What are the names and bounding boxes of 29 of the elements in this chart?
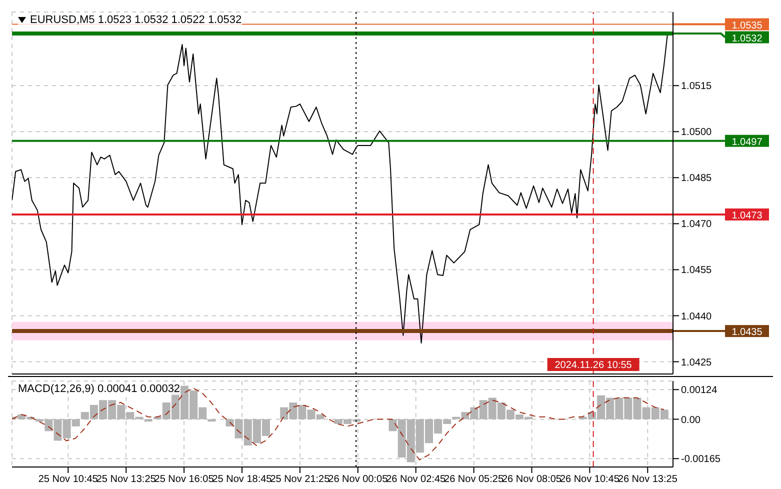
- x-tick-label: 25 Nov 13:25: [96, 474, 156, 486]
- x-tick-label: 26 Nov 05:25: [444, 474, 504, 486]
- x-tick-label: 26 Nov 02:45: [386, 474, 446, 486]
- x-tick-label: 26 Nov 13:25: [618, 474, 678, 486]
- y-tick-label: 0.00: [681, 414, 701, 426]
- ref-line-label: 1.0435: [732, 327, 763, 338]
- y-tick-label: 1.0440: [681, 311, 712, 322]
- x-tick-label: 26 Nov 00:05: [328, 474, 388, 486]
- ref-line-label: 1.0532: [732, 33, 763, 44]
- x-tick-label: 25 Nov 10:45: [38, 474, 98, 486]
- ref-line-label: 1.0497: [732, 136, 763, 148]
- y-tick-label: 1.0455: [681, 265, 712, 276]
- x-tick-label: 25 Nov 21:25: [270, 474, 330, 486]
- y-tick-label: 0.00124: [681, 385, 718, 396]
- chart-title: MACD(12,26,9) 0.00041 0.00032: [18, 383, 180, 395]
- x-tick-label: 26 Nov 08:05: [502, 474, 562, 486]
- y-tick-label: 1.0500: [681, 127, 712, 138]
- x-tick-label: 25 Nov 16:05: [154, 474, 214, 486]
- y-tick-label: -0.00165: [681, 454, 721, 466]
- ref-line-label: 1.0535: [732, 20, 763, 32]
- x-tick-label: 26 Nov 10:45: [560, 474, 620, 486]
- y-tick-label: 1.0425: [681, 357, 712, 368]
- y-tick-label: 1.0470: [681, 219, 712, 230]
- chart-title: EURUSD,M5 1.0523 1.0532 1.0522 1.0532: [30, 14, 242, 26]
- y-tick-label: 1.0485: [681, 173, 712, 184]
- x-tick-label: 25 Nov 18:45: [212, 474, 272, 486]
- y-tick-label: 1.0515: [681, 81, 712, 92]
- ref-line-label: 1.0473: [732, 210, 763, 222]
- ref-line-label: 2024.11.26 10:55: [554, 360, 632, 371]
